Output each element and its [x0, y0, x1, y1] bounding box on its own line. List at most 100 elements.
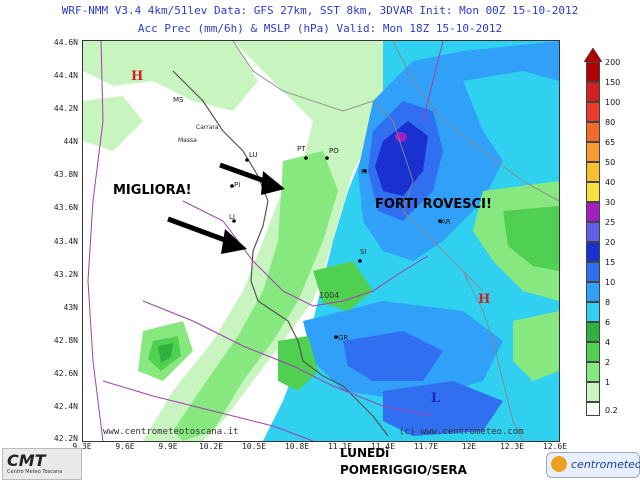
city-dot — [334, 335, 338, 339]
centrometeo-logo-text: centrometeo — [571, 458, 640, 471]
precip-area-light — [83, 41, 258, 111]
header-title: WRF-NMM V3.4 4km/51lev Data: GFS 27km, S… — [61, 4, 579, 17]
precip-area-heavy — [158, 343, 173, 363]
city-label: PO — [329, 147, 339, 155]
x-tick-label: 11.7E — [413, 442, 439, 451]
scale-label: 25 — [605, 218, 616, 227]
precip-area-heavy — [278, 336, 318, 391]
x-tick-label: 9.3E — [72, 442, 92, 451]
annotation-heavy-showers: FORTI ROVESCI! — [375, 197, 492, 212]
scale-swatch — [586, 182, 600, 202]
precip-area-light — [143, 41, 403, 441]
city-label: AR — [441, 218, 451, 226]
isobar — [87, 41, 104, 441]
precip-area-medium — [513, 311, 559, 381]
x-tick-label: 12E — [461, 442, 477, 451]
precipitation-map: H H L 1004 MS Carrara Massa LU PT PO FI … — [82, 40, 560, 442]
scale-label: 80 — [605, 118, 616, 127]
x-tick-label: 11.4E — [370, 442, 396, 451]
precip-area-blue-strong — [343, 331, 443, 381]
city-dot — [363, 169, 367, 173]
scale-label: 100 — [605, 98, 621, 107]
scale-swatch — [586, 362, 600, 382]
isobar — [422, 41, 444, 122]
region-border — [232, 41, 484, 292]
low-pressure-marker: L — [431, 391, 441, 406]
annotation-improving: MIGLIORA! — [113, 183, 192, 198]
y-tick-label: 43.2N — [53, 270, 78, 279]
precip-core — [395, 132, 407, 142]
city-label: Massa — [178, 137, 197, 144]
annotation-period: POMERIGGIO/SERA — [340, 463, 467, 477]
watermark-right: (c) www.centrometeo.com — [399, 427, 524, 437]
isobar — [182, 200, 429, 307]
scale-swatch — [586, 242, 600, 262]
scale-label: 150 — [605, 78, 621, 87]
precip-area-heavy — [313, 261, 373, 311]
region-border — [392, 41, 559, 202]
scale-swatch — [586, 222, 600, 242]
scale-swatch — [586, 102, 600, 122]
y-tick-label: 43.8N — [53, 170, 78, 179]
scale-swatch — [586, 262, 600, 282]
cmt-logo-subtext: Centro Meteo Toscana — [7, 469, 63, 475]
y-tick-label: 44.2N — [53, 104, 78, 113]
precip-area-medium — [173, 151, 338, 441]
header-subtitle: Acc Prec (mm/6h) & MSLP (hPa) Valid: Mon… — [137, 22, 503, 35]
x-tick-label: 10.2E — [198, 442, 224, 451]
precip-area-cyan — [463, 71, 559, 181]
city-dot — [358, 259, 362, 263]
cmt-logo: CMT Centro Meteo Toscana — [2, 448, 82, 480]
scale-label: 65 — [605, 138, 616, 147]
watermark-left: www.centrometeotoscana.it — [103, 427, 239, 437]
city-label: Carrara — [196, 124, 219, 131]
city-dot — [304, 156, 308, 160]
x-tick-label: 12.6E — [542, 442, 568, 451]
x-tick-label: 9.9E — [158, 442, 178, 451]
x-tick-label: 10.8E — [284, 442, 310, 451]
scale-swatch — [586, 282, 600, 302]
y-tick-label: 44.4N — [53, 71, 78, 80]
scale-swatch — [586, 402, 600, 416]
scale-top-arrow — [584, 48, 602, 62]
arrow-upper — [219, 162, 285, 195]
precip-area-blue-strong — [383, 381, 503, 436]
y-tick-label: 43N — [63, 303, 78, 312]
scale-swatch — [586, 162, 600, 182]
city-label: LU — [249, 151, 258, 159]
scale-label: 200 — [605, 58, 621, 67]
scale-label: 0.2 — [605, 406, 618, 415]
y-tick-label: 42.2N — [53, 434, 78, 443]
scale-label: 40 — [605, 178, 616, 187]
y-tick-label: 43.6N — [53, 203, 78, 212]
city-dot — [230, 184, 234, 188]
city-label: LI — [229, 213, 235, 221]
scale-swatch — [586, 342, 600, 362]
scale-label: 6 — [605, 318, 611, 327]
precip-area-heavy — [503, 206, 559, 271]
high-pressure-marker: H — [478, 292, 491, 307]
city-label: FI — [361, 168, 368, 176]
scale-label: 10 — [605, 278, 616, 287]
scale-swatch — [586, 122, 600, 142]
scale-label: 30 — [605, 198, 616, 207]
scale-label: 20 — [605, 238, 616, 247]
x-tick-label: 11.1E — [327, 442, 353, 451]
city-label: GR — [338, 334, 349, 342]
x-tick-label: 12.3E — [499, 442, 525, 451]
isobar — [102, 380, 314, 441]
scale-label: 2 — [605, 358, 611, 367]
y-tick-label: 42.4N — [53, 402, 78, 411]
city-dot — [438, 219, 442, 223]
scale-swatch — [586, 302, 600, 322]
scale-swatch — [586, 82, 600, 102]
map-canvas — [83, 41, 559, 441]
arrow-lower — [167, 216, 247, 254]
scale-swatch — [586, 142, 600, 162]
scale-label: 8 — [605, 298, 611, 307]
high-pressure-marker: H — [131, 69, 144, 84]
scale-swatch — [586, 62, 600, 82]
city-dot — [325, 156, 329, 160]
sun-icon — [551, 456, 567, 472]
precip-area-intense — [375, 121, 428, 196]
